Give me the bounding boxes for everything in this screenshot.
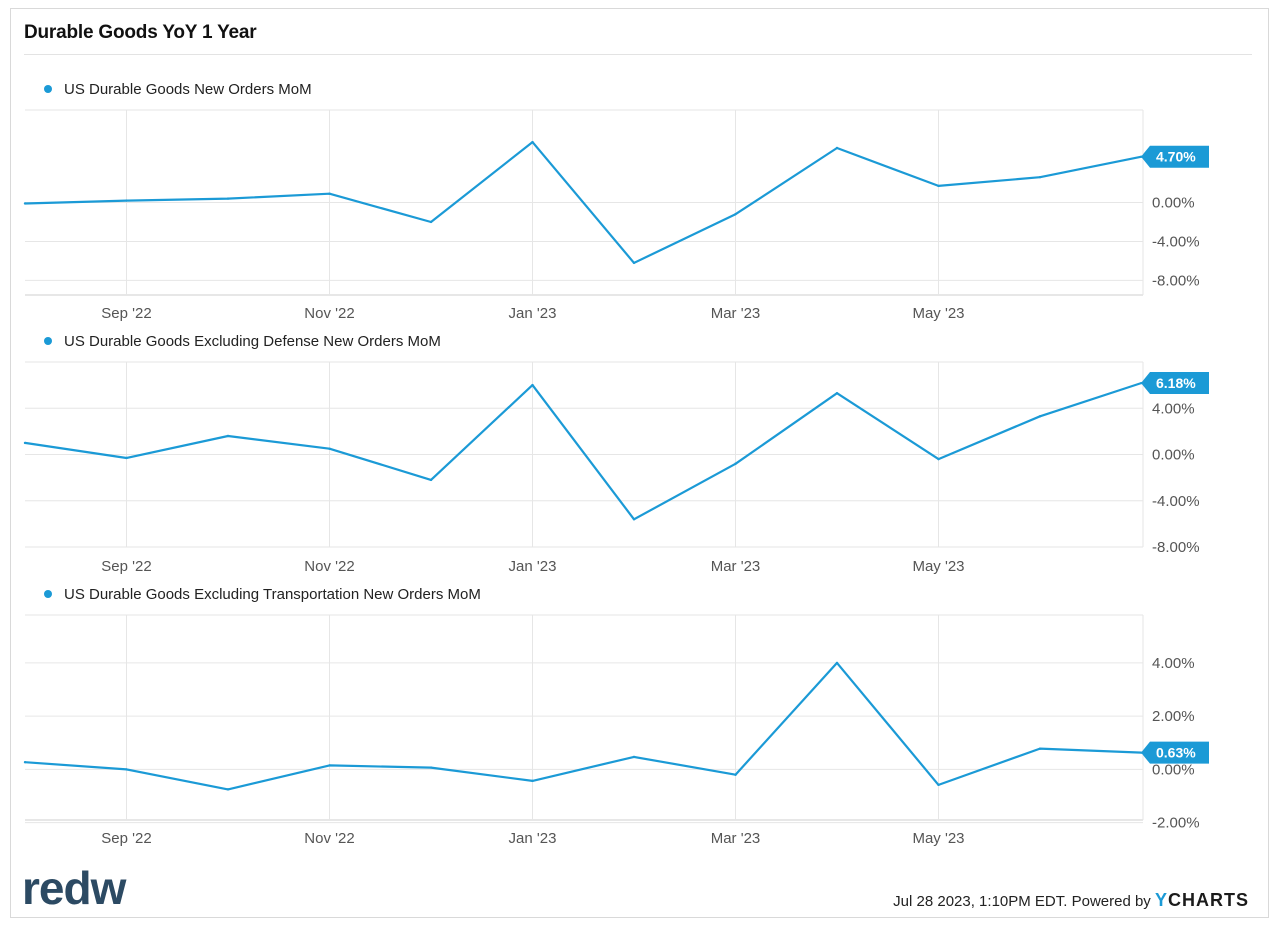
series-line <box>24 661 1142 791</box>
title-divider <box>24 54 1252 55</box>
y-tick-label: 0.00% <box>1152 761 1195 778</box>
y-tick-label: 2.00% <box>1152 708 1195 725</box>
y-tick-label: -4.00% <box>1152 233 1200 250</box>
footer-powered-by: Powered by <box>1071 893 1151 910</box>
legend-label: US Durable Goods Excluding Defense New O… <box>64 333 441 350</box>
data-point <box>835 392 839 395</box>
series-line <box>24 381 1142 521</box>
data-point <box>23 441 27 445</box>
x-tick-label: Mar '23 <box>711 558 761 575</box>
y-tick-label: -8.00% <box>1152 539 1200 556</box>
data-point <box>125 199 128 202</box>
footer-credit: Jul 28 2023, 1:10PM EDT. Powered by YCHA… <box>893 890 1249 911</box>
last-value-badge <box>1141 741 1209 764</box>
legend-marker <box>44 85 52 93</box>
ycharts-logo-text: CHARTS <box>1168 890 1249 910</box>
x-tick-label: Sep '22 <box>101 305 151 322</box>
data-point <box>937 457 940 461</box>
data-point <box>226 434 230 438</box>
data-point <box>632 518 636 521</box>
x-tick-label: Nov '22 <box>304 305 354 322</box>
legend-marker <box>44 337 52 345</box>
data-point <box>734 773 737 776</box>
legend-marker <box>44 590 52 598</box>
data-point <box>835 661 839 665</box>
series-line <box>24 141 1142 264</box>
data-point <box>937 783 940 787</box>
data-point <box>531 779 534 783</box>
data-point <box>734 462 737 465</box>
data-point <box>328 447 331 450</box>
x-tick-label: May '23 <box>912 305 964 322</box>
data-point <box>531 140 534 144</box>
last-value-label: 6.18% <box>1156 375 1196 391</box>
y-tick-label: 0.00% <box>1152 447 1195 464</box>
last-value-label: 0.63% <box>1156 745 1196 761</box>
ycharts-logo-y: Y <box>1154 890 1168 910</box>
data-point <box>937 184 940 188</box>
y-tick-label: 4.00% <box>1152 400 1195 417</box>
y-tick-label: -4.00% <box>1152 493 1200 510</box>
data-point <box>531 383 534 387</box>
data-point <box>1038 175 1042 179</box>
x-tick-label: Jan '23 <box>509 305 557 322</box>
data-point <box>429 766 433 769</box>
data-point <box>632 261 636 265</box>
y-tick-label: 0.00% <box>1152 195 1195 212</box>
data-point <box>632 755 636 759</box>
x-tick-label: Jan '23 <box>509 558 557 575</box>
data-point <box>1038 747 1042 750</box>
brand-logo: redw <box>22 862 126 914</box>
x-tick-label: Mar '23 <box>711 830 761 847</box>
data-point <box>429 220 433 224</box>
data-point <box>125 456 128 460</box>
x-tick-label: Nov '22 <box>304 558 354 575</box>
data-point <box>835 146 839 150</box>
y-tick-label: -8.00% <box>1152 272 1200 289</box>
data-point <box>23 202 27 205</box>
data-point <box>125 768 128 771</box>
y-tick-label: -2.00% <box>1152 815 1200 832</box>
data-point <box>226 197 230 200</box>
x-tick-label: Jan '23 <box>509 830 557 847</box>
data-point <box>328 192 331 195</box>
x-tick-label: May '23 <box>912 830 964 847</box>
data-point <box>23 761 27 764</box>
chart-frame <box>10 8 1269 918</box>
data-point <box>226 788 230 791</box>
y-tick-label: 4.00% <box>1152 655 1195 672</box>
legend-label: US Durable Goods Excluding Transportatio… <box>64 586 481 603</box>
data-point <box>429 478 433 482</box>
data-point <box>734 212 737 216</box>
x-tick-label: Sep '22 <box>101 830 151 847</box>
page-title: Durable Goods YoY 1 Year <box>24 22 257 43</box>
footer-timestamp: Jul 28 2023, 1:10PM EDT. <box>893 893 1068 910</box>
x-tick-label: Nov '22 <box>304 830 354 847</box>
x-tick-label: Mar '23 <box>711 305 761 322</box>
last-value-badge <box>1141 372 1209 395</box>
data-point <box>1038 415 1042 418</box>
last-value-label: 4.70% <box>1156 149 1196 165</box>
data-point <box>328 764 331 767</box>
x-tick-label: Sep '22 <box>101 558 151 575</box>
ycharts-logo[interactable]: YCHARTS <box>1155 890 1249 910</box>
x-tick-label: May '23 <box>912 558 964 575</box>
legend-label: US Durable Goods New Orders MoM <box>64 81 312 98</box>
last-value-badge <box>1141 145 1209 168</box>
